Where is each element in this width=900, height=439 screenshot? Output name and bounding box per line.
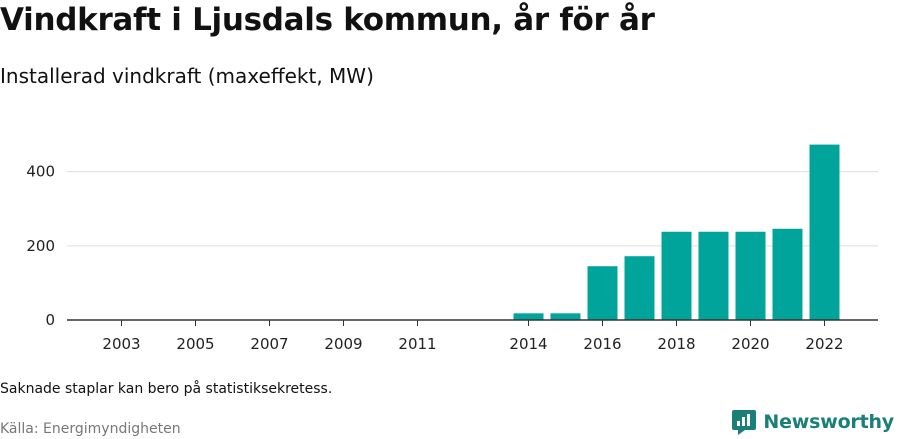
chart-title: Vindkraft i Ljusdals kommun, år för år — [0, 2, 655, 38]
bar-chart: 0 200 400 2003 2005 2007 2009 2011 2014 2016 2018 2… — [26, 144, 878, 353]
y-tick-label: 0 — [45, 311, 55, 329]
bar-2020 — [735, 231, 766, 320]
bars — [513, 144, 840, 320]
y-tick-label: 200 — [26, 237, 55, 255]
chart-subtitle: Installerad vindkraft (maxeffekt, MW) — [0, 64, 374, 88]
x-tick-label: 2022 — [805, 335, 843, 353]
x-tick-label: 2005 — [176, 335, 214, 353]
bar-2017 — [624, 256, 655, 320]
x-tick-label: 2009 — [324, 335, 362, 353]
bar-2018 — [661, 231, 692, 320]
x-tick-label: 2020 — [731, 335, 769, 353]
x-tick-label: 2016 — [583, 335, 621, 353]
axes — [67, 319, 878, 326]
x-tick-label: 2003 — [102, 335, 140, 353]
bar-2015 — [550, 313, 581, 320]
x-tick-label: 2011 — [398, 335, 436, 353]
brand-name: Newsworthy — [763, 411, 894, 433]
x-tick-label: 2014 — [509, 335, 547, 353]
bar-2021 — [772, 228, 803, 320]
y-tick-label: 400 — [26, 163, 55, 181]
bar-2014 — [513, 313, 544, 320]
tick-labels: 0 200 400 2003 2005 2007 2009 2011 2014 2016 2018 2… — [26, 163, 843, 353]
x-tick-label: 2018 — [657, 335, 695, 353]
source-label: Källa: Energimyndigheten — [0, 421, 181, 437]
brand-logo: Newsworthy — [731, 408, 894, 436]
newsworthy-logo-icon — [732, 410, 757, 435]
x-tick-label: 2007 — [250, 335, 288, 353]
bar-2016 — [587, 266, 618, 320]
bar-2022 — [809, 144, 840, 320]
footnote: Saknade staplar kan bero på statistiksek… — [0, 381, 333, 397]
bar-2019 — [698, 231, 729, 320]
